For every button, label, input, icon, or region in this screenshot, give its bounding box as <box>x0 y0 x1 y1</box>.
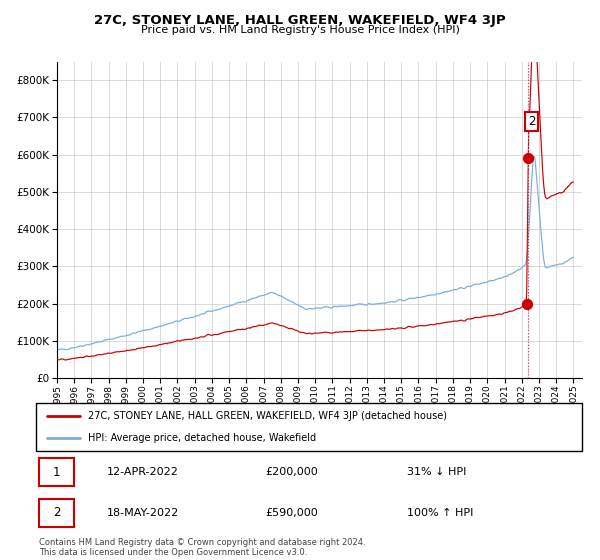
Text: 1: 1 <box>53 466 60 479</box>
Text: 18-MAY-2022: 18-MAY-2022 <box>107 508 179 518</box>
Text: 12-APR-2022: 12-APR-2022 <box>107 467 179 477</box>
Text: HPI: Average price, detached house, Wakefield: HPI: Average price, detached house, Wake… <box>88 433 316 443</box>
Point <box>523 154 533 163</box>
Text: Contains HM Land Registry data © Crown copyright and database right 2024.
This d: Contains HM Land Registry data © Crown c… <box>39 538 365 557</box>
Text: 31% ↓ HPI: 31% ↓ HPI <box>407 467 467 477</box>
Text: Price paid vs. HM Land Registry's House Price Index (HPI): Price paid vs. HM Land Registry's House … <box>140 25 460 35</box>
Text: 2: 2 <box>53 506 60 519</box>
Text: £200,000: £200,000 <box>265 467 318 477</box>
Bar <box>39 459 74 486</box>
Bar <box>39 499 74 526</box>
Text: 27C, STONEY LANE, HALL GREEN, WAKEFIELD, WF4 3JP (detached house): 27C, STONEY LANE, HALL GREEN, WAKEFIELD,… <box>88 411 447 421</box>
Point <box>522 299 532 308</box>
Text: 100% ↑ HPI: 100% ↑ HPI <box>407 508 473 518</box>
Text: £590,000: £590,000 <box>265 508 318 518</box>
Text: 2: 2 <box>527 115 535 128</box>
Text: 27C, STONEY LANE, HALL GREEN, WAKEFIELD, WF4 3JP: 27C, STONEY LANE, HALL GREEN, WAKEFIELD,… <box>94 14 506 27</box>
